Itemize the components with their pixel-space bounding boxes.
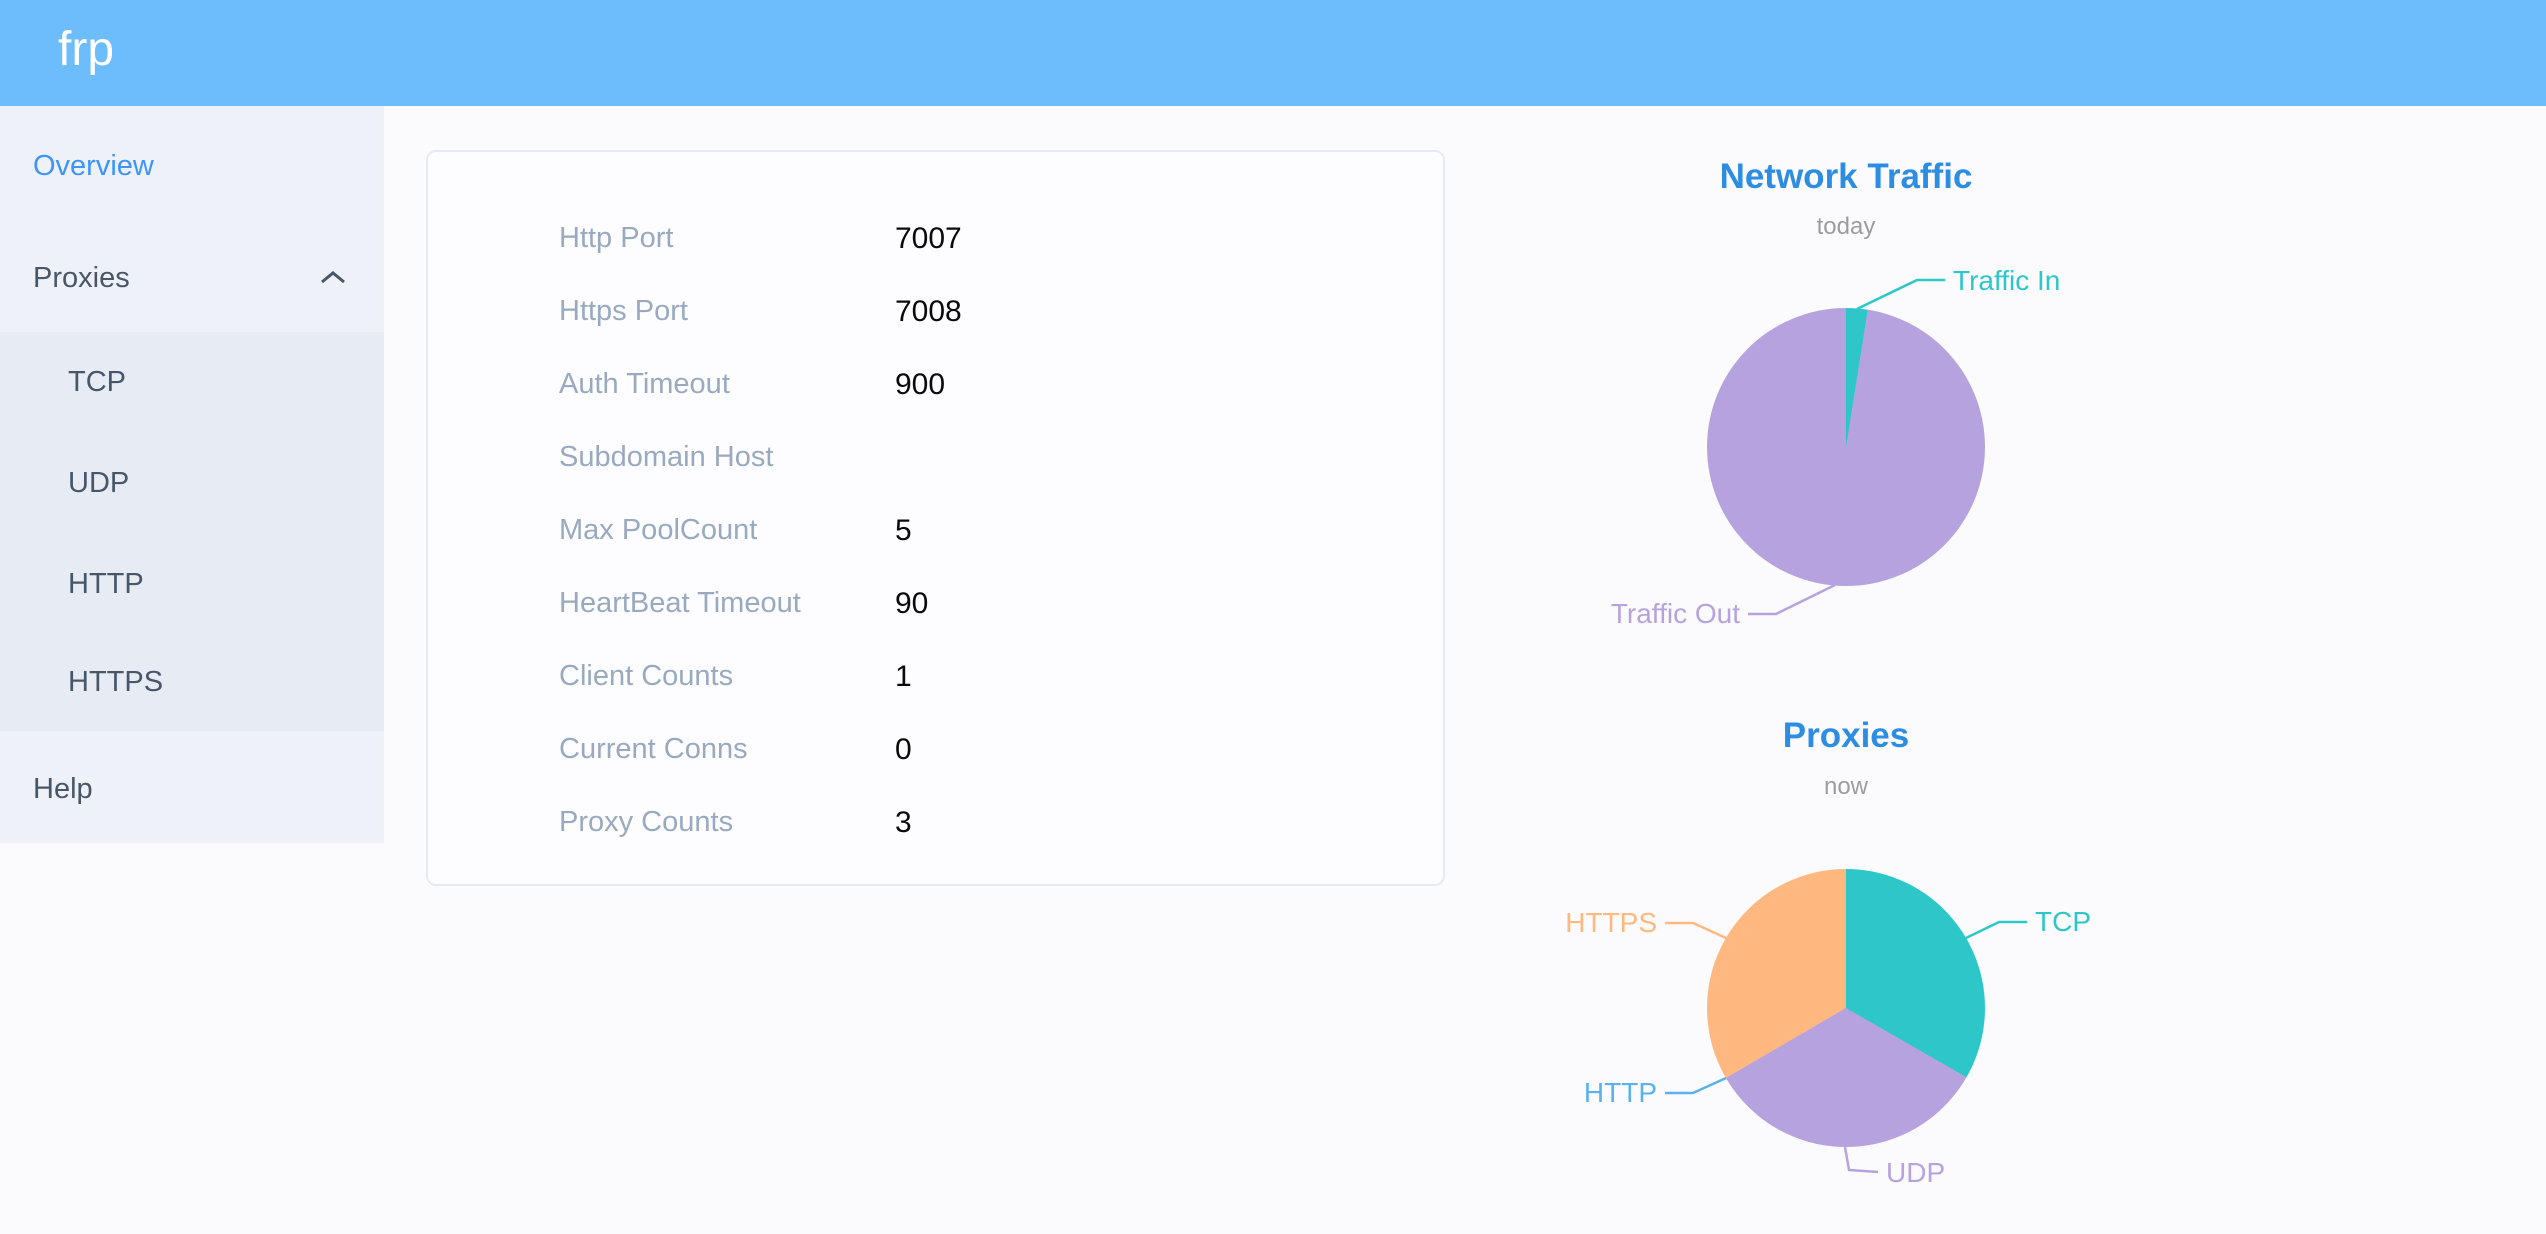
sidebar: Overview Proxies TCP UDP HTTP HTTPS Help <box>0 106 384 843</box>
traffic-out-leader-line <box>1748 583 1836 616</box>
network-traffic-chart-subtitle: today <box>1816 213 1876 240</box>
https-leader-line <box>1665 921 1727 940</box>
row-value: 3 <box>895 806 912 839</box>
sidebar-item-help[interactable]: Help <box>33 773 93 805</box>
row-value: 7008 <box>895 295 962 328</box>
row-value: 900 <box>895 368 946 401</box>
table-row: HeartBeat Timeout 90 <box>428 567 1443 640</box>
sidebar-item-http[interactable]: HTTP <box>68 568 144 600</box>
chevron-up-icon[interactable] <box>320 270 346 285</box>
tcp-leader-line <box>1965 920 2027 940</box>
row-value: 0 <box>895 733 912 766</box>
table-row: Max PoolCount 5 <box>428 494 1443 567</box>
https-label: HTTPS <box>1565 907 1657 938</box>
row-value: 7007 <box>895 222 962 255</box>
udp-label: UDP <box>1886 1157 1946 1188</box>
http-leader-line <box>1665 1076 1727 1095</box>
table-row: Client Counts 1 <box>428 640 1443 713</box>
row-value: 90 <box>895 587 929 620</box>
row-label: Current Conns <box>559 733 748 765</box>
row-label: Http Port <box>559 222 674 254</box>
row-label: Max PoolCount <box>559 514 758 546</box>
server-info-card: Http Port 7007 Https Port 7008 Auth Time… <box>426 150 1445 886</box>
app-header: frp <box>0 0 2546 106</box>
row-label: Client Counts <box>559 660 734 692</box>
sidebar-item-proxies[interactable]: Proxies <box>33 262 130 294</box>
row-label: Https Port <box>559 295 688 327</box>
proxies-pie[interactable] <box>1707 869 1985 1147</box>
row-value: 5 <box>895 514 912 547</box>
app-logo: frp <box>58 23 115 76</box>
table-row: Proxy Counts 3 <box>428 786 1443 859</box>
proxies-chart-subtitle: now <box>1823 773 1869 800</box>
table-row: Subdomain Host <box>428 421 1443 494</box>
network-traffic-chart-title: Network Traffic <box>1719 157 1973 196</box>
traffic-in-label: Traffic In <box>1953 265 2061 296</box>
table-row: Https Port 7008 <box>428 275 1443 348</box>
table-row: Current Conns 0 <box>428 713 1443 786</box>
row-value: 1 <box>895 660 912 693</box>
http-label: HTTP <box>1583 1077 1657 1108</box>
row-label: Auth Timeout <box>559 368 730 400</box>
traffic-out-label: Traffic Out <box>1610 598 1740 629</box>
udp-leader-line <box>1843 1146 1879 1174</box>
row-label: HeartBeat Timeout <box>559 587 801 619</box>
row-label: Proxy Counts <box>559 806 734 838</box>
table-row: Auth Timeout 900 <box>428 348 1443 421</box>
row-label: Subdomain Host <box>559 441 774 473</box>
network-traffic-pie[interactable] <box>1707 308 1985 586</box>
sidebar-item-https[interactable]: HTTPS <box>68 666 164 698</box>
table-row: Http Port 7007 <box>428 202 1443 275</box>
traffic-in-leader-line <box>1856 278 1945 311</box>
tcp-label: TCP <box>2035 906 2091 937</box>
sidebar-item-tcp[interactable]: TCP <box>68 366 126 398</box>
sidebar-item-overview[interactable]: Overview <box>33 150 154 182</box>
proxies-submenu-background <box>0 332 384 731</box>
proxies-chart-title: Proxies <box>1782 716 1910 755</box>
sidebar-item-udp[interactable]: UDP <box>68 467 130 499</box>
